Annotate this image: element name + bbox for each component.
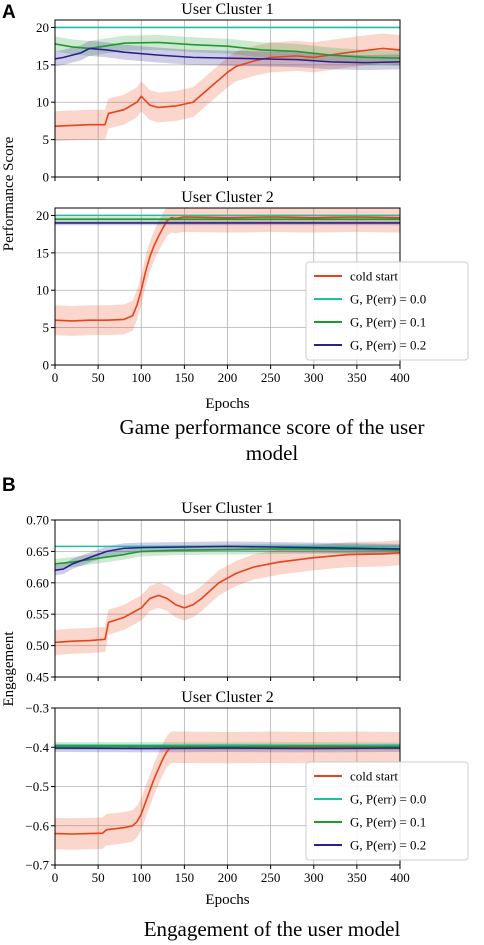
x-tick-label: 0 bbox=[52, 870, 59, 885]
series-line bbox=[55, 551, 400, 644]
subplot-1: 0 5 10 15 20 User Cluster 1 bbox=[36, 1, 401, 185]
ylabel-b: Engagement bbox=[1, 631, 17, 707]
x-tick-label: 100 bbox=[132, 870, 152, 885]
y-tick-label: 0 bbox=[43, 170, 50, 185]
x-tick-label: 50 bbox=[92, 870, 105, 885]
y-tick-label: −0.6 bbox=[25, 818, 49, 833]
x-tick-label: 400 bbox=[390, 370, 410, 385]
series-line bbox=[55, 41, 400, 59]
y-tick-label: 0.50 bbox=[26, 638, 49, 653]
x-tick-label: 250 bbox=[261, 870, 281, 885]
legend-label: cold start bbox=[350, 269, 398, 284]
y-tick-label: 0.65 bbox=[26, 544, 49, 559]
subplot-title: User Cluster 1 bbox=[181, 1, 273, 18]
series-band bbox=[55, 731, 400, 850]
series-line bbox=[55, 47, 400, 127]
y-tick-label: 5 bbox=[43, 132, 50, 147]
y-tick-label: −0.3 bbox=[25, 701, 49, 716]
x-tick-label: 100 bbox=[132, 370, 152, 385]
series-line bbox=[55, 47, 400, 64]
x-tick-label: 150 bbox=[175, 370, 195, 385]
x-tick-label: 300 bbox=[304, 870, 324, 885]
subplot-title: User Cluster 1 bbox=[181, 500, 273, 517]
x-axis-label: Epochs bbox=[205, 396, 249, 412]
legend-label: G, P(err) = 0.2 bbox=[350, 338, 426, 353]
subplot-3: 0.45 0.50 0.55 0.60 0.65 0.70 User Cluster 1 bbox=[26, 500, 401, 685]
y-tick-label: 15 bbox=[36, 245, 49, 260]
x-tick-label: 300 bbox=[304, 370, 324, 385]
series-band bbox=[55, 208, 400, 336]
subplot-4: −0.7 −0.6 −0.5 −0.4 −0.3 0 50 100 150 200 250 300 35… bbox=[25, 689, 409, 908]
caption-b: Engagement of the user model bbox=[144, 917, 401, 941]
legend-box bbox=[305, 261, 469, 361]
legend: cold start G, P(err) = 0.0 G, P(err) = 0.1… bbox=[305, 761, 469, 861]
y-tick-label: −0.5 bbox=[25, 779, 49, 794]
legend: cold start G, P(err) = 0.0 G, P(err) = 0.1… bbox=[305, 261, 469, 361]
subplot-title: User Cluster 2 bbox=[181, 689, 273, 706]
x-tick-label: 400 bbox=[390, 870, 410, 885]
series-line bbox=[55, 216, 400, 322]
caption-a-line-2: model bbox=[246, 441, 299, 465]
y-tick-label: 0.60 bbox=[26, 575, 49, 590]
x-axis-label: Epochs bbox=[205, 892, 249, 908]
y-tick-label: 0.45 bbox=[26, 670, 49, 685]
legend-label: G, P(err) = 0.1 bbox=[350, 315, 426, 330]
x-tick-label: 200 bbox=[218, 370, 238, 385]
legend-label: G, P(err) = 0.1 bbox=[350, 815, 426, 830]
y-tick-label: −0.4 bbox=[25, 740, 49, 755]
x-tick-label: 200 bbox=[218, 870, 238, 885]
x-tick-label: 350 bbox=[347, 370, 367, 385]
series-line bbox=[55, 545, 400, 572]
series-band bbox=[55, 540, 400, 656]
x-tick-label: 0 bbox=[52, 370, 59, 385]
y-tick-label: 5 bbox=[43, 320, 50, 335]
y-tick-label: 10 bbox=[36, 283, 49, 298]
series-band bbox=[55, 541, 400, 576]
x-tick-label: 350 bbox=[347, 870, 367, 885]
panel-letter-a: A bbox=[2, 2, 16, 23]
x-tick-label: 50 bbox=[92, 370, 105, 385]
y-tick-label: 0.70 bbox=[26, 513, 49, 528]
panel-letter-b: B bbox=[2, 475, 16, 496]
series-band bbox=[55, 40, 400, 71]
subplot-title: User Cluster 2 bbox=[181, 189, 273, 206]
legend-label: G, P(err) = 0.0 bbox=[350, 292, 426, 307]
y-tick-label: 10 bbox=[36, 95, 49, 110]
caption-a-line-1: Game performance score of the user bbox=[120, 415, 425, 439]
x-tick-label: 250 bbox=[261, 370, 281, 385]
ylabel-a: Performance Score bbox=[1, 136, 17, 251]
legend-label: G, P(err) = 0.2 bbox=[350, 838, 426, 853]
series-band bbox=[55, 543, 400, 569]
y-tick-label: 0 bbox=[43, 358, 50, 373]
legend-label: cold start bbox=[350, 769, 398, 784]
y-tick-label: −0.7 bbox=[25, 858, 49, 873]
y-tick-label: 0.55 bbox=[26, 607, 49, 622]
y-tick-label: 20 bbox=[36, 208, 49, 223]
legend-box bbox=[305, 761, 469, 861]
y-tick-label: 15 bbox=[36, 57, 49, 72]
legend-label: G, P(err) = 0.0 bbox=[350, 792, 426, 807]
x-tick-label: 150 bbox=[175, 870, 195, 885]
y-tick-label: 20 bbox=[36, 20, 49, 35]
